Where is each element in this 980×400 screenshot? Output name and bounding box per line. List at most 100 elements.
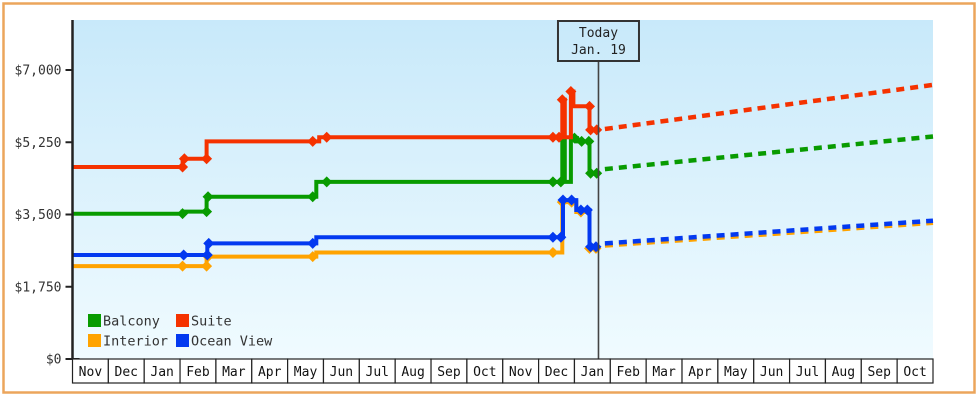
outer-border — [2, 2, 976, 394]
month-label: Feb — [616, 365, 640, 380]
month-label: Sep — [867, 365, 891, 380]
data-point-suite — [201, 153, 213, 165]
data-point-balcony — [307, 191, 319, 203]
month-cell — [609, 358, 647, 384]
data-point-ocean-view — [566, 194, 578, 206]
frame-border — [2, 2, 976, 394]
data-point-balcony — [583, 135, 595, 147]
data-point-ocean-view — [307, 237, 319, 249]
month-label: Jul — [796, 365, 819, 380]
data-point-suite — [321, 131, 333, 143]
data-point-interior — [547, 246, 559, 258]
data-point-balcony — [591, 167, 603, 179]
month-label: Jan — [581, 365, 604, 380]
legend-label-suite: Suite — [191, 314, 232, 330]
data-point-ocean-view — [581, 204, 593, 216]
data-point-suite — [591, 124, 603, 136]
month-cell — [538, 358, 576, 384]
data-point-suite — [178, 153, 190, 165]
data-point-balcony — [321, 176, 333, 188]
month-label: Oct — [903, 365, 926, 380]
month-label: Feb — [186, 365, 210, 380]
data-point-ocean-view — [201, 249, 213, 261]
legend: Balcony Suite Interior Ocean View — [88, 314, 273, 350]
legend-label-ocean-view: Ocean View — [191, 334, 273, 350]
legend-label-interior: Interior — [103, 334, 168, 350]
today-label: Today — [579, 26, 618, 41]
month-label: May — [294, 365, 318, 380]
month-label: Mar — [652, 365, 676, 380]
month-label: Sep — [437, 365, 461, 380]
legend-swatch-interior — [88, 334, 101, 347]
month-cell — [788, 358, 827, 384]
month-label: Jan — [150, 365, 173, 380]
data-point-suite — [177, 161, 189, 173]
month-cell — [681, 358, 719, 384]
month-label: Aug — [832, 365, 855, 380]
data-point-suite — [565, 85, 577, 97]
y-axis: $0 $1,750 $3,500 $5,250 $7,000 — [15, 20, 80, 368]
data-point-suite — [307, 135, 319, 147]
legend-label-balcony: Balcony — [103, 314, 160, 330]
month-cell — [860, 358, 898, 384]
month-label: Aug — [401, 365, 424, 380]
data-point-suite — [553, 131, 565, 143]
month-cell — [251, 358, 289, 384]
data-point-balcony — [576, 135, 588, 147]
month-cell — [143, 358, 181, 384]
month-label: Mar — [222, 365, 246, 380]
month-label: Apr — [258, 365, 282, 380]
y-tick-label: $7,000 — [15, 64, 62, 79]
month-label: Nov — [509, 365, 533, 380]
data-point-balcony — [547, 176, 559, 188]
today-marker: Today Jan. 19 — [556, 20, 640, 359]
month-cell — [824, 358, 862, 384]
data-point-balcony — [177, 208, 189, 220]
month-cell — [322, 358, 360, 384]
y-tick-label: $1,750 — [15, 280, 62, 295]
month-label: Jun — [330, 365, 353, 380]
month-cell — [71, 358, 109, 384]
plot-background — [72, 20, 933, 359]
legend-swatch-suite — [176, 314, 189, 327]
y-tick-label: $0 — [46, 353, 62, 368]
data-point-suite — [556, 94, 568, 106]
data-point-ocean-view — [547, 231, 559, 243]
today-date-label: Jan. 19 — [571, 43, 626, 58]
data-point-ocean-view — [203, 237, 215, 249]
data-point-interior — [201, 260, 213, 272]
month-cell — [358, 358, 396, 384]
month-cell — [896, 358, 934, 384]
data-point-ocean-view — [575, 204, 587, 216]
month-label: Oct — [473, 365, 496, 380]
month-cell — [179, 358, 217, 384]
legend-swatch-balcony — [88, 314, 101, 327]
month-cell — [645, 358, 683, 384]
x-axis-month-row: Nov Dec Jan Feb Mar Apr May Jun Jul Aug Sep Oct Nov D… — [71, 358, 934, 384]
data-point-interior — [307, 251, 319, 263]
data-point-suite — [585, 124, 597, 136]
data-point-balcony — [555, 176, 567, 188]
data-point-balcony — [585, 167, 597, 179]
today-label-box — [556, 20, 640, 62]
data-point-ocean-view — [178, 249, 190, 261]
month-label: May — [724, 365, 748, 380]
month-label: Apr — [688, 365, 712, 380]
month-cell — [573, 358, 611, 384]
plot-area — [72, 20, 933, 359]
data-point-suite — [547, 131, 559, 143]
month-label: Nov — [79, 365, 103, 380]
y-tick-label: $5,250 — [15, 136, 62, 151]
month-label: Jun — [760, 365, 783, 380]
data-point-ocean-view — [557, 194, 569, 206]
data-point-ocean-view — [555, 231, 567, 243]
month-cell — [753, 358, 791, 384]
data-point-balcony — [202, 191, 214, 203]
month-label: Jul — [366, 365, 389, 380]
legend-swatch-ocean-view — [176, 334, 189, 347]
month-cell — [287, 358, 325, 384]
month-label: Dec — [115, 365, 138, 380]
series-layer — [72, 82, 934, 272]
